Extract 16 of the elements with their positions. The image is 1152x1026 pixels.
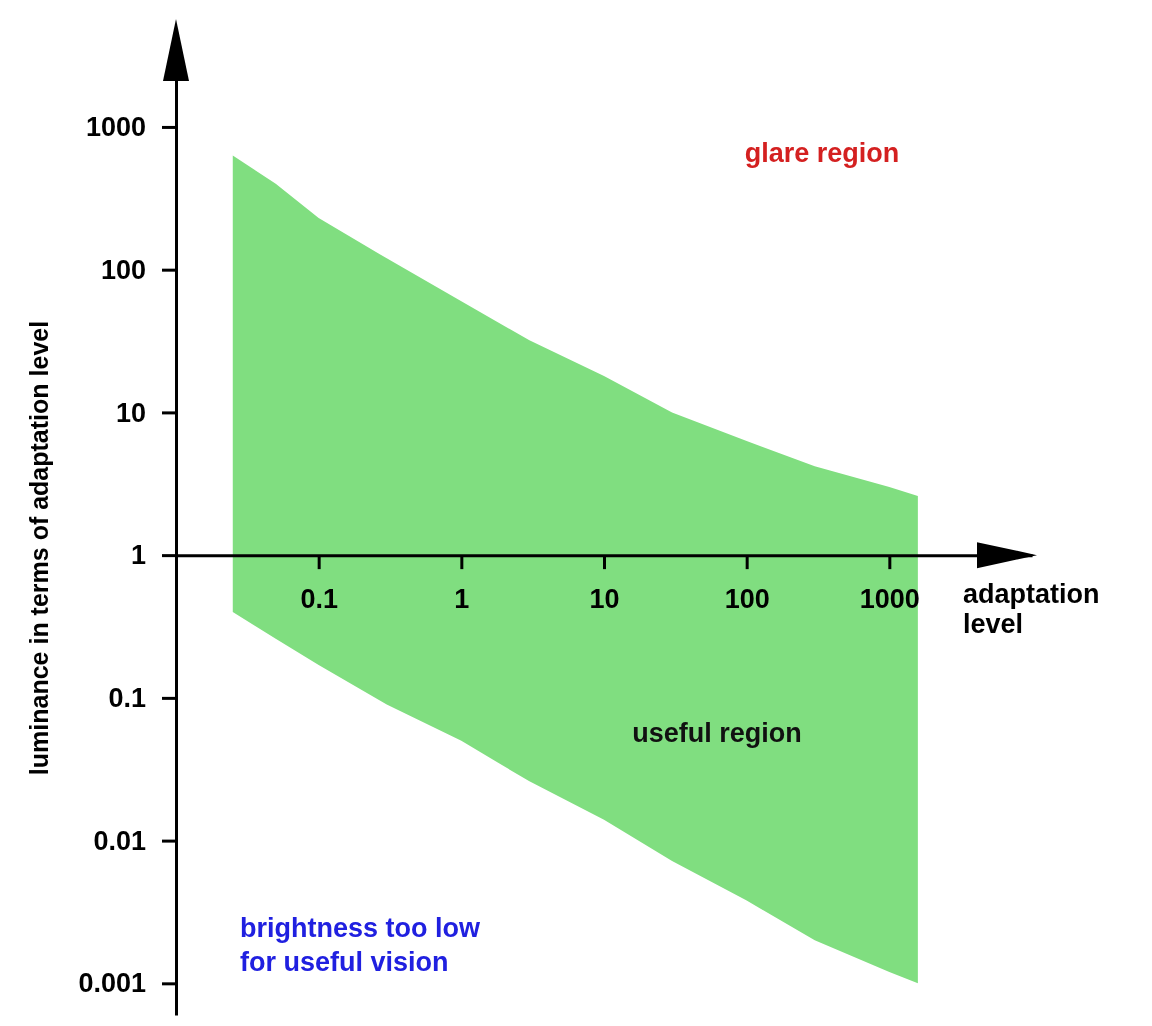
annotation: glare region [744,138,900,168]
y-tick-label: 10 [115,397,146,428]
y-tick-label: 1 [130,540,146,571]
x-tick-label: 100 [724,584,770,615]
x-tick-label: 0.1 [300,584,338,615]
y-tick-label: 100 [100,254,146,285]
y-axis-title: luminance in terms of adaptation level [25,320,53,776]
x-axis-title: adaptation level [963,579,1100,639]
annotation: brightness too low for useful vision [240,913,481,977]
y-tick-label: 1000 [85,112,146,143]
y-tick-label: 0.1 [108,683,146,714]
y-tick-label: 0.001 [78,968,146,999]
x-tick-label: 10 [589,584,620,615]
y-tick-label: 0.01 [93,825,146,856]
x-tick-label: 1 [454,584,470,615]
annotation: useful region [632,718,802,748]
